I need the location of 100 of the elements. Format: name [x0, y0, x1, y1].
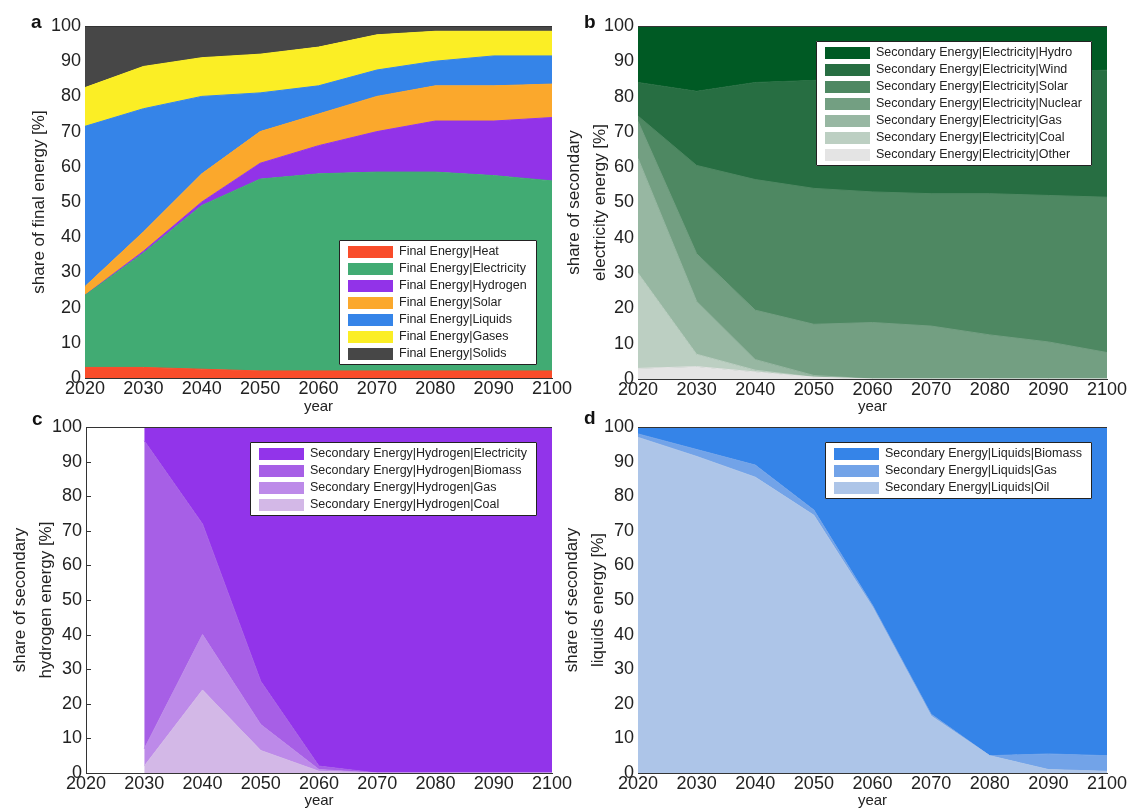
- x-tick-label: 2090: [1028, 772, 1069, 793]
- y-axis-title: share of final energy [%]: [29, 110, 49, 294]
- y-tick-label: 20: [60, 296, 81, 317]
- chart-title: a: [31, 11, 42, 32]
- y-tick-label: 90: [60, 50, 81, 71]
- x-tick-label: 2090: [473, 377, 514, 398]
- x-tick-label: 2070: [357, 772, 398, 793]
- chart-title: b: [584, 11, 596, 32]
- x-axis-title: year: [857, 790, 888, 808]
- y-axis-title: share of secondary hydrogen energy [%]: [10, 521, 55, 679]
- legend-label: Secondary Energy|Electricity|Wind: [876, 62, 1068, 77]
- legend-label: Secondary Energy|Hydrogen|Gas: [310, 480, 497, 495]
- x-tick-label: 2100: [531, 772, 573, 793]
- legend-label: Secondary Energy|Electricity|Hydro: [876, 45, 1073, 60]
- x-tick-label: 2080: [969, 772, 1010, 793]
- x-tick-label: 2030: [124, 772, 165, 793]
- y-tick-label: 20: [613, 297, 634, 318]
- x-tick-label: 2030: [123, 377, 164, 398]
- y-tick-label: 90: [61, 450, 82, 471]
- legend-label: Final Energy|Solar: [399, 295, 502, 310]
- y-tick-label: 50: [60, 190, 81, 211]
- x-tick-label: 2060: [852, 772, 893, 793]
- chart-title: d: [584, 407, 596, 428]
- x-axis-title: year: [303, 396, 334, 414]
- y-tick-label: 100: [603, 415, 634, 436]
- x-tick-label: 2080: [969, 378, 1010, 399]
- y-tick-label: 60: [613, 554, 634, 575]
- y-tick-label: 100: [51, 415, 82, 436]
- x-tick-label: 2050: [793, 378, 834, 399]
- y-tick-label: 10: [613, 727, 634, 748]
- legend-label: Secondary Energy|Liquids|Oil: [885, 480, 1050, 495]
- y-tick-label: 90: [613, 450, 634, 471]
- legend-label: Final Energy|Electricity: [399, 261, 527, 276]
- x-tick-label: 2100: [1086, 772, 1128, 793]
- x-axis-title: year: [857, 396, 888, 414]
- y-tick-label: 50: [61, 588, 82, 609]
- x-axis-title: year: [304, 790, 334, 808]
- x-tick-label: 2080: [415, 377, 456, 398]
- y-tick-label: 100: [603, 14, 634, 35]
- y-tick-label: 70: [60, 120, 81, 141]
- y-tick-label: 30: [61, 658, 82, 679]
- x-tick-label: 2100: [531, 377, 573, 398]
- x-tick-label: 2060: [298, 377, 339, 398]
- legend-label: Final Energy|Solids: [399, 346, 507, 361]
- y-tick-label: 20: [613, 692, 634, 713]
- chart-title: c: [32, 408, 43, 429]
- y-axis-title: share of secondary liquids energy [%]: [562, 527, 607, 673]
- legend-label: Final Energy|Hydrogen: [399, 278, 527, 293]
- y-tick-label: 60: [61, 554, 82, 575]
- x-tick-label: 2070: [356, 377, 397, 398]
- x-tick-label: 2040: [735, 378, 776, 399]
- x-tick-label: 2060: [852, 378, 893, 399]
- legend-label: Final Energy|Gases: [399, 329, 509, 344]
- x-tick-label: 2040: [735, 772, 776, 793]
- y-tick-label: 80: [60, 85, 81, 106]
- y-tick-label: 100: [50, 14, 81, 35]
- x-tick-label: 2060: [298, 772, 340, 793]
- x-tick-label: 2050: [240, 377, 281, 398]
- legend-label: Final Energy|Heat: [399, 244, 500, 259]
- y-tick-label: 80: [61, 485, 82, 506]
- y-tick-label: 10: [613, 332, 634, 353]
- y-tick-label: 40: [60, 226, 81, 247]
- y-axis-title: share of secondary electricity energy [%]: [564, 124, 609, 281]
- x-tick-label: 2030: [676, 772, 717, 793]
- y-tick-label: 40: [613, 226, 634, 247]
- y-tick-label: 60: [60, 155, 81, 176]
- legend-label: Secondary Energy|Hydrogen|Biomass: [310, 463, 522, 478]
- y-tick-label: 30: [613, 262, 634, 283]
- y-tick-label: 80: [613, 485, 634, 506]
- y-tick-label: 70: [61, 519, 82, 540]
- x-tick-label: 2040: [182, 772, 223, 793]
- legend-label: Secondary Energy|Electricity|Coal: [876, 130, 1065, 145]
- x-tick-label: 2030: [676, 378, 717, 399]
- x-tick-label: 2040: [181, 377, 222, 398]
- legend-label: Secondary Energy|Electricity|Other: [876, 147, 1071, 162]
- legend-label: Secondary Energy|Hydrogen|Electricity: [310, 446, 528, 461]
- y-tick-label: 70: [613, 519, 634, 540]
- y-tick-label: 90: [613, 50, 634, 71]
- legend-label: Secondary Energy|Liquids|Biomass: [885, 446, 1082, 461]
- y-tick-label: 30: [60, 261, 81, 282]
- x-tick-label: 2090: [1028, 378, 1069, 399]
- legend-label: Secondary Energy|Hydrogen|Coal: [310, 497, 500, 512]
- y-tick-label: 30: [613, 658, 634, 679]
- y-tick-label: 10: [60, 331, 81, 352]
- y-tick-label: 10: [61, 727, 82, 748]
- legend-label: Final Energy|Liquids: [399, 312, 513, 327]
- x-tick-label: 2090: [473, 772, 514, 793]
- legend-label: Secondary Energy|Electricity|Solar: [876, 79, 1068, 94]
- legend-label: Secondary Energy|Electricity|Nuclear: [876, 96, 1082, 111]
- y-tick-label: 50: [613, 191, 634, 212]
- y-tick-label: 40: [613, 623, 634, 644]
- x-tick-label: 2050: [793, 772, 834, 793]
- y-tick-label: 80: [613, 85, 634, 106]
- x-tick-label: 2070: [911, 378, 952, 399]
- y-tick-label: 20: [61, 692, 82, 713]
- x-tick-label: 2050: [240, 772, 281, 793]
- x-tick-label: 2080: [415, 772, 456, 793]
- y-tick-label: 60: [613, 156, 634, 177]
- x-tick-label: 2070: [911, 772, 952, 793]
- y-tick-label: 40: [61, 623, 82, 644]
